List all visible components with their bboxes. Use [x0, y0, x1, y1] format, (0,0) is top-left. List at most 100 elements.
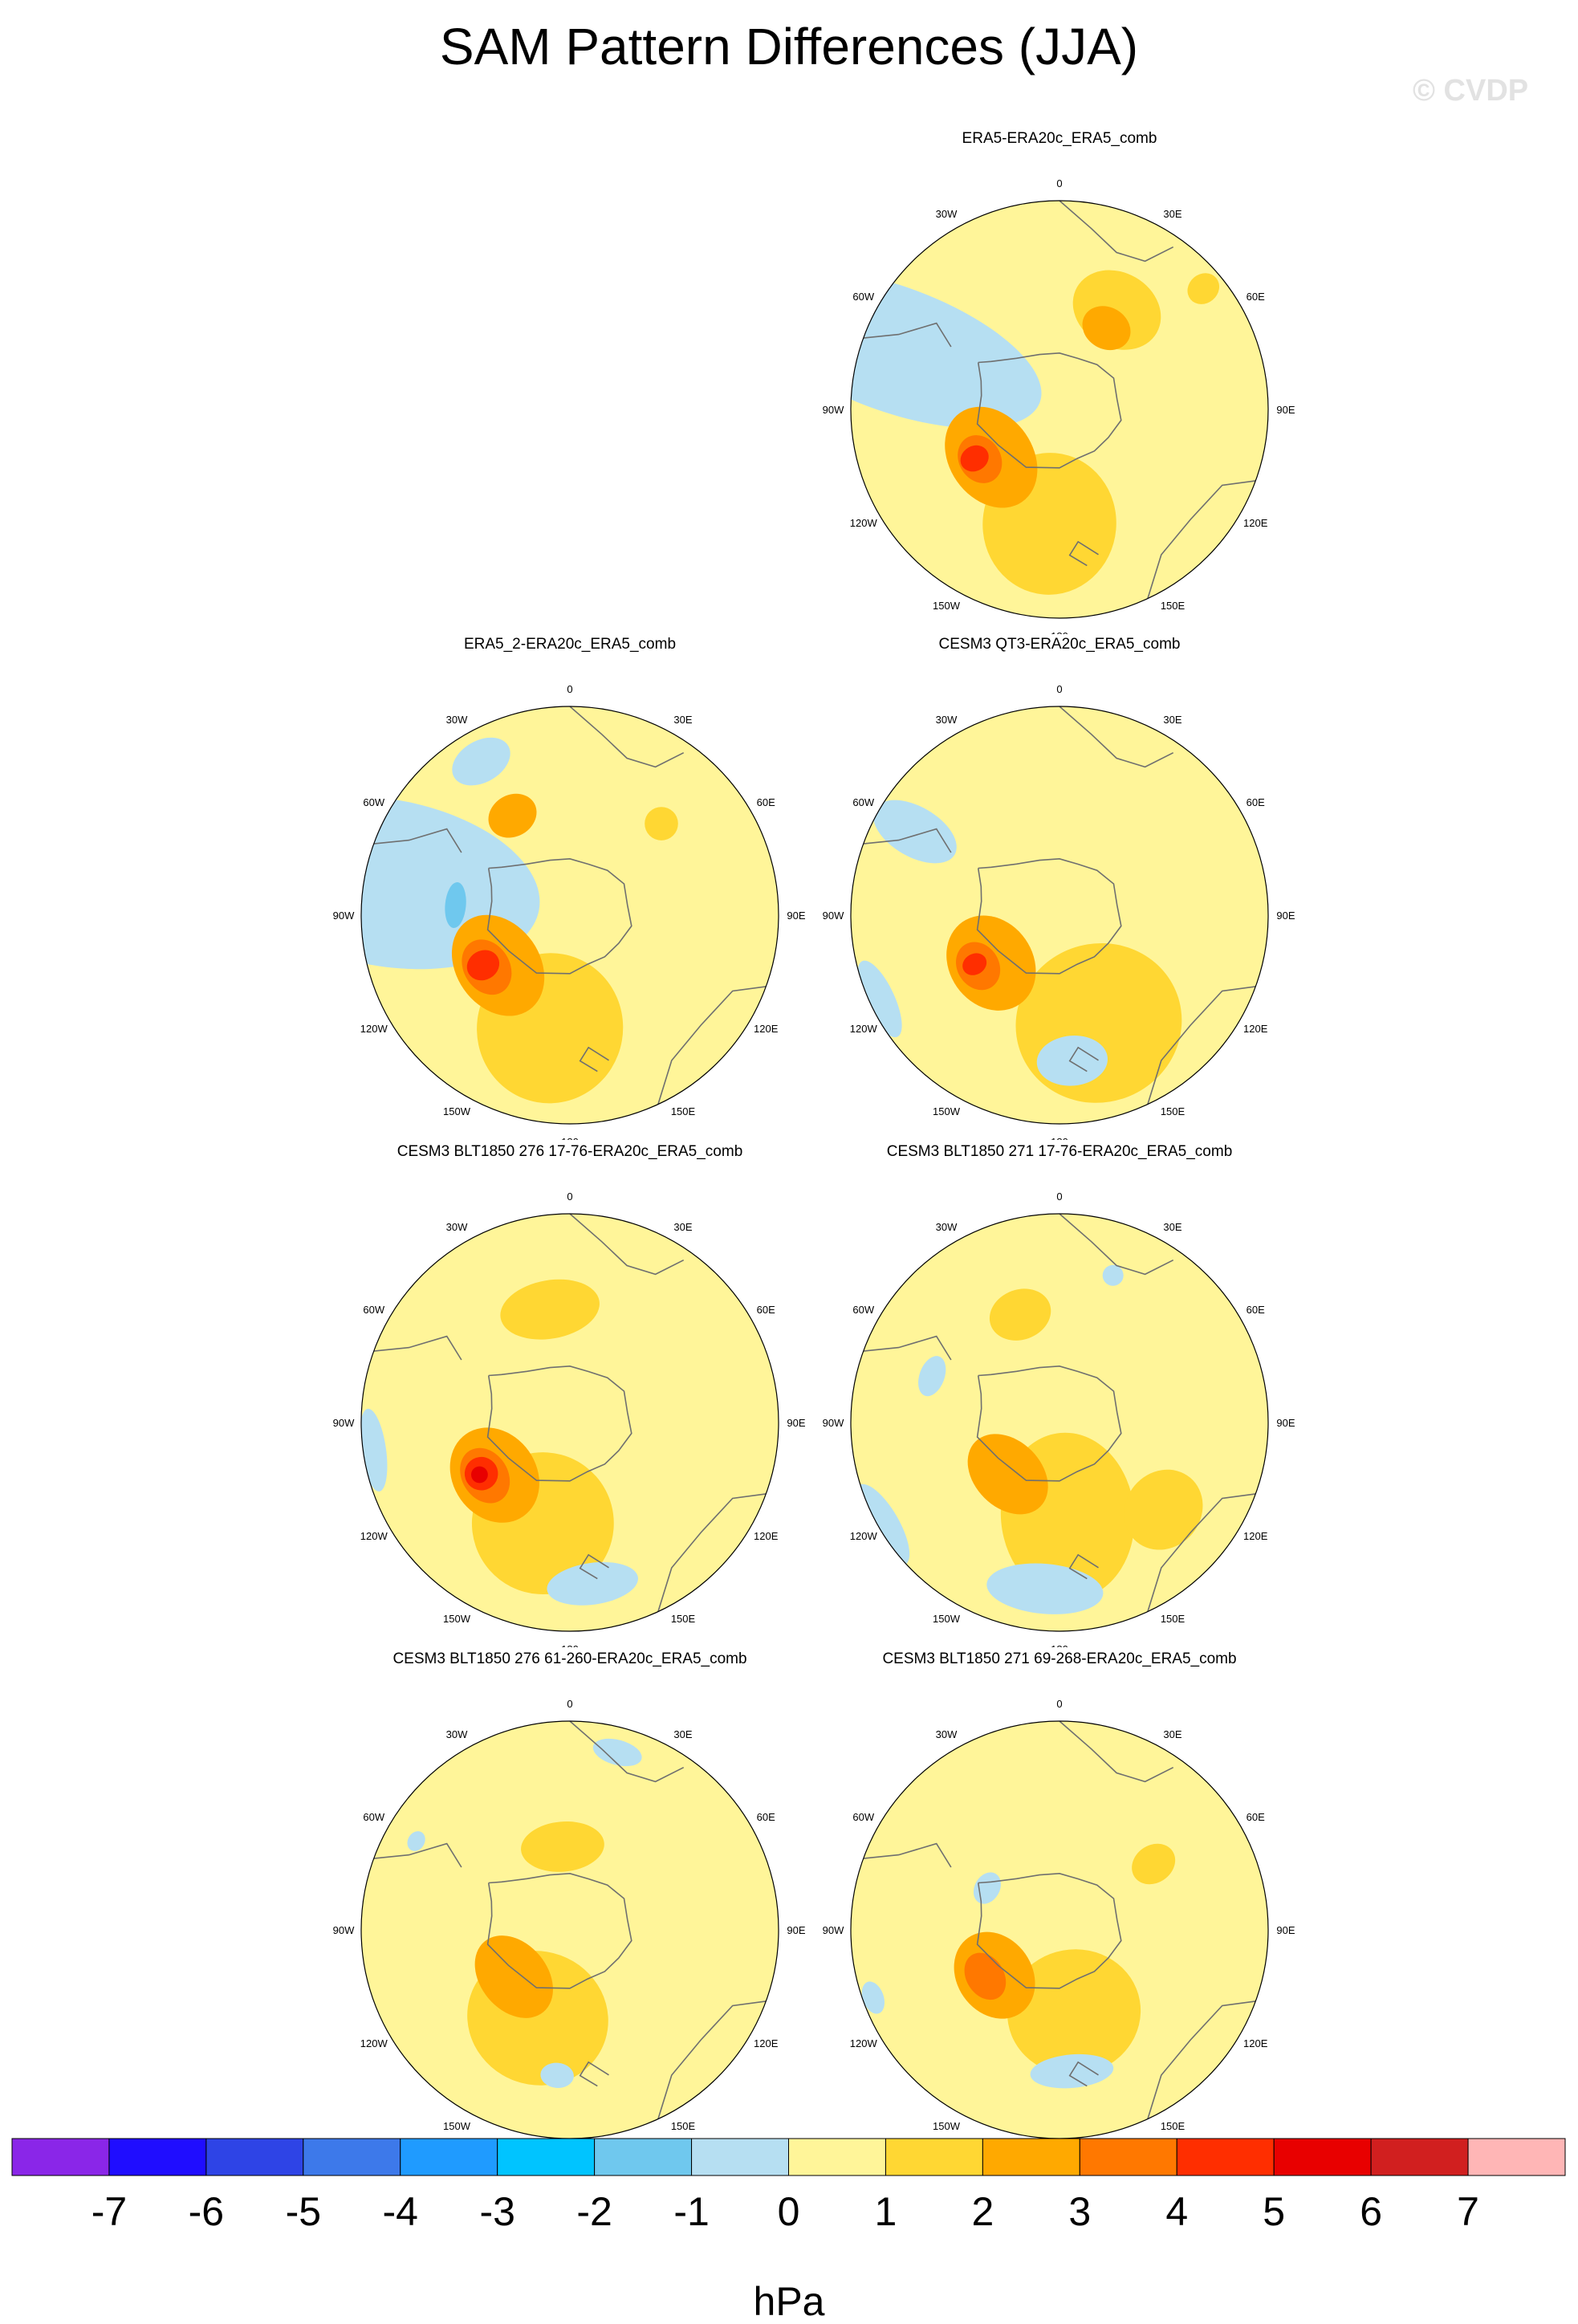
coastline: [1068, 1046, 1099, 1072]
colorbar-tick-label: 1: [875, 2189, 897, 2234]
watermark: © CVDP: [1413, 74, 1529, 108]
longitude-label: 90W: [823, 404, 844, 416]
longitude-label: 150W: [443, 1105, 471, 1117]
longitude-label: 60W: [852, 291, 874, 303]
longitude-label: 30W: [446, 1728, 468, 1740]
map-outline: [850, 706, 1269, 1125]
coastline: [1147, 986, 1256, 1105]
map-outline: [360, 706, 779, 1125]
field-background: [851, 1721, 1268, 2139]
longitude-label: 150W: [443, 1613, 471, 1625]
coastline: [1068, 1553, 1099, 1580]
colorbar-swatch: [1467, 2138, 1566, 2176]
longitude-label: 60W: [852, 796, 874, 808]
positive-anomaly: [967, 1434, 1048, 1515]
longitude-label: 0: [567, 1698, 572, 1710]
negative-anomaly: [407, 1831, 425, 1851]
positive-anomaly: [1132, 1843, 1176, 1885]
negative-anomaly: [1036, 1035, 1108, 1086]
longitude-label: 120W: [850, 2037, 878, 2049]
coastline: [863, 322, 952, 348]
colorbar-tick-label: -3: [479, 2189, 514, 2234]
negative-anomaly: [986, 1563, 1104, 1614]
longitude-label: 30E: [1163, 208, 1181, 220]
longitude-label: 60E: [757, 796, 775, 808]
positive-anomaly: [645, 807, 678, 840]
coastline: [976, 1872, 1122, 1989]
coastline: [1059, 1214, 1174, 1276]
map-panel-era5-2: ERA5_2-ERA20c_ERA5_comb 0 30E 60E 90E 120E 150…: [321, 626, 819, 1140]
colorbar-swatch: [108, 2138, 207, 2176]
coastline: [1068, 2061, 1099, 2087]
longitude-label: 150E: [1161, 2120, 1186, 2132]
positive-anomaly: [500, 1279, 600, 1340]
longitude-label: 120W: [360, 1023, 388, 1035]
longitude-label: 30E: [673, 714, 692, 726]
panel-title: ERA5-ERA20c_ERA5_comb: [962, 130, 1157, 147]
coastline: [569, 706, 685, 768]
longitude-label: 180: [561, 1136, 579, 1140]
coastline: [863, 1335, 952, 1361]
longitude-label: 120E: [754, 1023, 779, 1035]
negative-anomaly: [861, 1981, 885, 2014]
coastline: [863, 828, 952, 853]
map-svg: CESM3 BLT1850 276 61-260-ERA20c_ERA5_com…: [333, 1650, 806, 2155]
longitude-label: 0: [567, 683, 572, 695]
negative-anomaly: [872, 800, 957, 864]
longitude-label: 90W: [333, 910, 355, 922]
coastline: [1147, 480, 1256, 599]
map-svg: CESM3 BLT1850 276 17-76-ERA20c_ERA5_comb…: [333, 1143, 806, 1647]
longitude-label: 90W: [333, 1417, 355, 1429]
coastline: [1059, 706, 1174, 768]
coastline: [486, 857, 632, 975]
coastline: [486, 1365, 632, 1482]
longitude-label: 60E: [1247, 796, 1265, 808]
longitude-label: 150E: [1161, 600, 1186, 612]
longitude-label: 120E: [1243, 1530, 1268, 1542]
colorbar-tick-label: 2: [971, 2189, 994, 2234]
coastline: [976, 857, 1122, 975]
colorbar-tick-label: -5: [286, 2189, 321, 2234]
longitude-label: 30W: [446, 1221, 468, 1233]
longitude-label: 60W: [363, 1811, 384, 1823]
longitude-label: 30E: [1163, 1221, 1181, 1233]
map-svg: CESM3 BLT1850 271 69-268-ERA20c_ERA5_com…: [823, 1650, 1295, 2155]
longitude-label: 0: [1056, 177, 1062, 189]
panel-title: CESM3 QT3-ERA20c_ERA5_comb: [939, 636, 1181, 653]
negative-anomaly: [855, 1484, 910, 1566]
negative-anomaly: [547, 1561, 638, 1606]
coastline: [1059, 1721, 1174, 1783]
coastline: [1147, 1493, 1256, 1612]
longitude-label: 120E: [754, 1530, 779, 1542]
longitude-label: 90E: [1276, 404, 1295, 416]
map-outline: [850, 1213, 1269, 1632]
map-panel-blt1850-271-69-268: CESM3 BLT1850 271 69-268-ERA20c_ERA5_com…: [811, 1641, 1308, 2155]
map-field: [851, 706, 1268, 1124]
longitude-label: 150W: [933, 600, 961, 612]
positive-anomaly: [474, 1935, 553, 2018]
map-svg: CESM3 BLT1850 271 17-76-ERA20c_ERA5_comb…: [823, 1143, 1295, 1647]
longitude-label: 180: [561, 1643, 579, 1647]
longitude-label: 30W: [446, 714, 468, 726]
longitude-label: 30E: [1163, 714, 1181, 726]
longitude-label: 60E: [757, 1304, 775, 1316]
coastline: [373, 828, 462, 853]
colorbar-tick-label: 4: [1165, 2189, 1188, 2234]
field-background: [361, 1721, 779, 2139]
colorbar-tick-label: -2: [576, 2189, 612, 2234]
positive-anomaly: [1124, 1469, 1203, 1550]
longitude-label: 30E: [673, 1728, 692, 1740]
longitude-label: 120W: [850, 1023, 878, 1035]
colorbar-tick-label: 5: [1263, 2189, 1285, 2234]
longitude-label: 30W: [936, 1728, 958, 1740]
colorbar-tick-label: 3: [1068, 2189, 1091, 2234]
longitude-label: 150E: [671, 1105, 696, 1117]
positive-anomaly: [521, 1821, 604, 1872]
longitude-label: 150E: [671, 1613, 696, 1625]
map-svg: ERA5_2-ERA20c_ERA5_comb 0 30E 60E 90E 120E 150…: [333, 636, 806, 1140]
positive-anomaly: [962, 953, 987, 975]
longitude-label: 60E: [1247, 1304, 1265, 1316]
coastline: [1059, 201, 1174, 263]
coastline: [1147, 2000, 1256, 2119]
coastline: [569, 1721, 685, 1783]
